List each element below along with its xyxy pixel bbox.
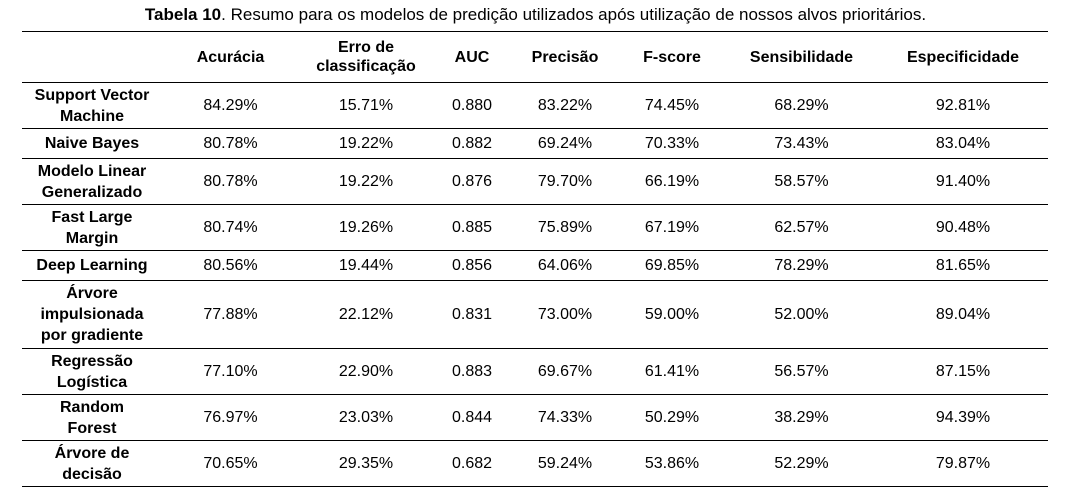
caption-label: Tabela 10	[144, 5, 222, 24]
table-row: Modelo Linear Generalizado 80.78% 19.22%…	[22, 158, 1048, 205]
cell-especificidade: 91.40%	[878, 158, 1048, 205]
cell-fscore: 59.00%	[619, 280, 725, 349]
table-row: Regressão Logística 77.10% 22.90% 0.883 …	[22, 348, 1048, 395]
row-model-name: Naive Bayes	[22, 128, 162, 159]
table-caption: Tabela 10. Resumo para os modelos de pre…	[0, 4, 1071, 26]
cell-sensibilidade: 52.00%	[725, 280, 878, 349]
cell-auc: 0.682	[433, 440, 511, 487]
cell-erro: 19.44%	[299, 250, 433, 281]
cell-erro: 19.26%	[299, 204, 433, 251]
row-model-name: Árvore de decisão	[22, 440, 162, 487]
results-table: Acurácia Erro de classificação AUC Preci…	[22, 31, 1048, 487]
cell-auc: 0.844	[433, 394, 511, 441]
cell-sensibilidade: 73.43%	[725, 128, 878, 159]
table-row: Deep Learning 80.56% 19.44% 0.856 64.06%…	[22, 250, 1048, 281]
cell-precisao: 75.89%	[511, 204, 619, 251]
header-corner	[22, 31, 162, 83]
row-model-name: Fast Large Margin	[22, 204, 162, 251]
row-model-name: Random Forest	[22, 394, 162, 441]
cell-especificidade: 90.48%	[878, 204, 1048, 251]
caption-text: . Resumo para os modelos de predição uti…	[221, 5, 927, 24]
table-row: Random Forest 76.97% 23.03% 0.844 74.33%…	[22, 394, 1048, 441]
cell-precisao: 79.70%	[511, 158, 619, 205]
header-erro: Erro de classificação	[299, 31, 433, 83]
cell-precisao: 73.00%	[511, 280, 619, 349]
cell-especificidade: 89.04%	[878, 280, 1048, 349]
cell-erro: 22.90%	[299, 348, 433, 395]
cell-acuracia: 80.78%	[162, 158, 299, 205]
cell-acuracia: 84.29%	[162, 82, 299, 129]
cell-precisao: 69.24%	[511, 128, 619, 159]
cell-acuracia: 77.10%	[162, 348, 299, 395]
row-model-name: Modelo Linear Generalizado	[22, 158, 162, 205]
cell-erro: 19.22%	[299, 158, 433, 205]
cell-acuracia: 70.65%	[162, 440, 299, 487]
cell-erro: 23.03%	[299, 394, 433, 441]
cell-fscore: 69.85%	[619, 250, 725, 281]
cell-acuracia: 77.88%	[162, 280, 299, 349]
cell-auc: 0.880	[433, 82, 511, 129]
cell-fscore: 67.19%	[619, 204, 725, 251]
cell-sensibilidade: 38.29%	[725, 394, 878, 441]
header-precisao: Precisão	[511, 31, 619, 83]
cell-precisao: 83.22%	[511, 82, 619, 129]
table-row: Fast Large Margin 80.74% 19.26% 0.885 75…	[22, 204, 1048, 251]
header-acuracia: Acurácia	[162, 31, 299, 83]
cell-especificidade: 92.81%	[878, 82, 1048, 129]
cell-fscore: 70.33%	[619, 128, 725, 159]
table-row: Support Vector Machine 84.29% 15.71% 0.8…	[22, 82, 1048, 129]
cell-auc: 0.882	[433, 128, 511, 159]
table-row: Árvore de decisão 70.65% 29.35% 0.682 59…	[22, 440, 1048, 487]
cell-acuracia: 80.56%	[162, 250, 299, 281]
cell-erro: 19.22%	[299, 128, 433, 159]
cell-sensibilidade: 52.29%	[725, 440, 878, 487]
cell-precisao: 69.67%	[511, 348, 619, 395]
cell-auc: 0.876	[433, 158, 511, 205]
table-row: Naive Bayes 80.78% 19.22% 0.882 69.24% 7…	[22, 128, 1048, 159]
cell-sensibilidade: 62.57%	[725, 204, 878, 251]
cell-especificidade: 79.87%	[878, 440, 1048, 487]
row-model-name: Deep Learning	[22, 250, 162, 281]
row-model-name: Support Vector Machine	[22, 82, 162, 129]
cell-sensibilidade: 78.29%	[725, 250, 878, 281]
cell-auc: 0.885	[433, 204, 511, 251]
cell-acuracia: 80.78%	[162, 128, 299, 159]
cell-acuracia: 76.97%	[162, 394, 299, 441]
cell-erro: 15.71%	[299, 82, 433, 129]
cell-auc: 0.883	[433, 348, 511, 395]
cell-fscore: 66.19%	[619, 158, 725, 205]
cell-precisao: 64.06%	[511, 250, 619, 281]
cell-fscore: 50.29%	[619, 394, 725, 441]
cell-auc: 0.856	[433, 250, 511, 281]
cell-sensibilidade: 56.57%	[725, 348, 878, 395]
cell-fscore: 61.41%	[619, 348, 725, 395]
header-especificidade: Especificidade	[878, 31, 1048, 83]
row-model-name: Regressão Logística	[22, 348, 162, 395]
cell-especificidade: 94.39%	[878, 394, 1048, 441]
header-fscore: F-score	[619, 31, 725, 83]
table-row: Árvore impulsionada por gradiente 77.88%…	[22, 280, 1048, 349]
cell-precisao: 74.33%	[511, 394, 619, 441]
cell-erro: 29.35%	[299, 440, 433, 487]
cell-fscore: 74.45%	[619, 82, 725, 129]
cell-auc: 0.831	[433, 280, 511, 349]
cell-sensibilidade: 58.57%	[725, 158, 878, 205]
cell-especificidade: 81.65%	[878, 250, 1048, 281]
cell-erro: 22.12%	[299, 280, 433, 349]
cell-especificidade: 87.15%	[878, 348, 1048, 395]
header-row: Acurácia Erro de classificação AUC Preci…	[22, 31, 1048, 83]
cell-precisao: 59.24%	[511, 440, 619, 487]
cell-sensibilidade: 68.29%	[725, 82, 878, 129]
cell-especificidade: 83.04%	[878, 128, 1048, 159]
row-model-name: Árvore impulsionada por gradiente	[22, 280, 162, 349]
cell-fscore: 53.86%	[619, 440, 725, 487]
header-sensibilidade: Sensibilidade	[725, 31, 878, 83]
header-auc: AUC	[433, 31, 511, 83]
cell-acuracia: 80.74%	[162, 204, 299, 251]
